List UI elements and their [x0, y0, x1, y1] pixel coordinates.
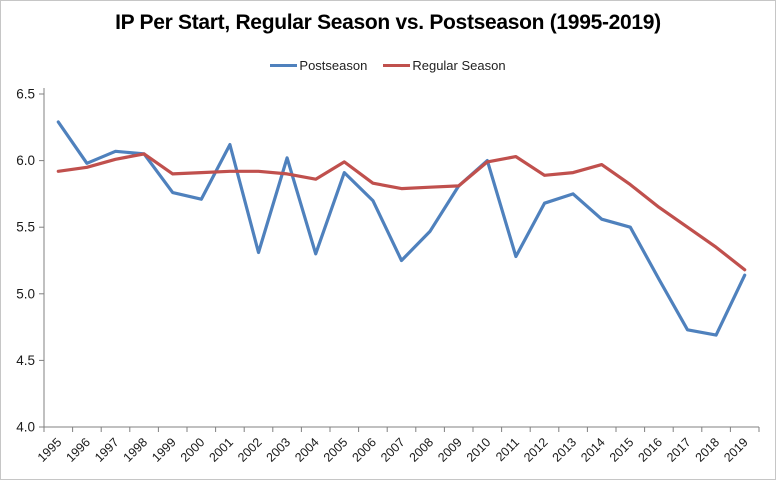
chart-title: IP Per Start, Regular Season vs. Postsea…	[115, 11, 661, 34]
x-axis-label: 2010	[464, 435, 494, 465]
y-axis-label: 4.0	[16, 420, 35, 435]
regular-season-line	[56, 152, 747, 272]
x-axis-label: 2002	[235, 435, 265, 465]
x-axis-label: 2005	[321, 435, 351, 465]
postseason-line	[56, 120, 747, 337]
x-axis-label: 1999	[149, 435, 179, 465]
x-axis-label: 2012	[521, 435, 551, 465]
legend-item-postseason: Postseason	[270, 58, 367, 73]
x-axis-label: 2004	[292, 435, 322, 465]
legend-item-regular-season: Regular Season	[383, 58, 506, 73]
x-axis-label: 2016	[635, 435, 665, 465]
x-axis-label: 1995	[35, 435, 65, 465]
x-axis-label: 2013	[550, 435, 580, 465]
legend-label-postseason: Postseason	[299, 58, 368, 73]
x-axis-label: 1998	[121, 435, 151, 465]
x-axis-label: 1997	[92, 435, 122, 465]
y-axis-label: 4.5	[16, 353, 35, 368]
x-axis-label: 2003	[264, 435, 294, 465]
x-axis-label: 2015	[607, 435, 637, 465]
x-axis-label: 2008	[407, 435, 437, 465]
chart-legend: Postseason Regular Season	[1, 58, 775, 73]
x-axis-label: 2001	[206, 435, 236, 465]
x-axis-label: 2019	[721, 435, 751, 465]
y-axis-label: 6.5	[16, 87, 35, 102]
x-axis-label: 2006	[349, 435, 379, 465]
regular-season-line-swatch	[383, 64, 411, 67]
x-axis-label: 2007	[378, 435, 408, 465]
x-axis-label: 1996	[63, 435, 93, 465]
x-axis-label: 2018	[693, 435, 723, 465]
x-axis-label: 2017	[664, 435, 694, 465]
legend-label-regular-season: Regular Season	[412, 58, 506, 73]
y-axis-label: 5.0	[16, 286, 35, 301]
x-axis-label: 2000	[178, 435, 208, 465]
x-axis-label: 2011	[493, 435, 522, 464]
x-axis-label: 2009	[435, 435, 465, 465]
y-axis-label: 6.0	[16, 153, 35, 168]
y-axis-label: 5.5	[16, 220, 35, 235]
x-axis-label: 2014	[578, 435, 608, 465]
postseason-line-swatch	[270, 64, 298, 67]
